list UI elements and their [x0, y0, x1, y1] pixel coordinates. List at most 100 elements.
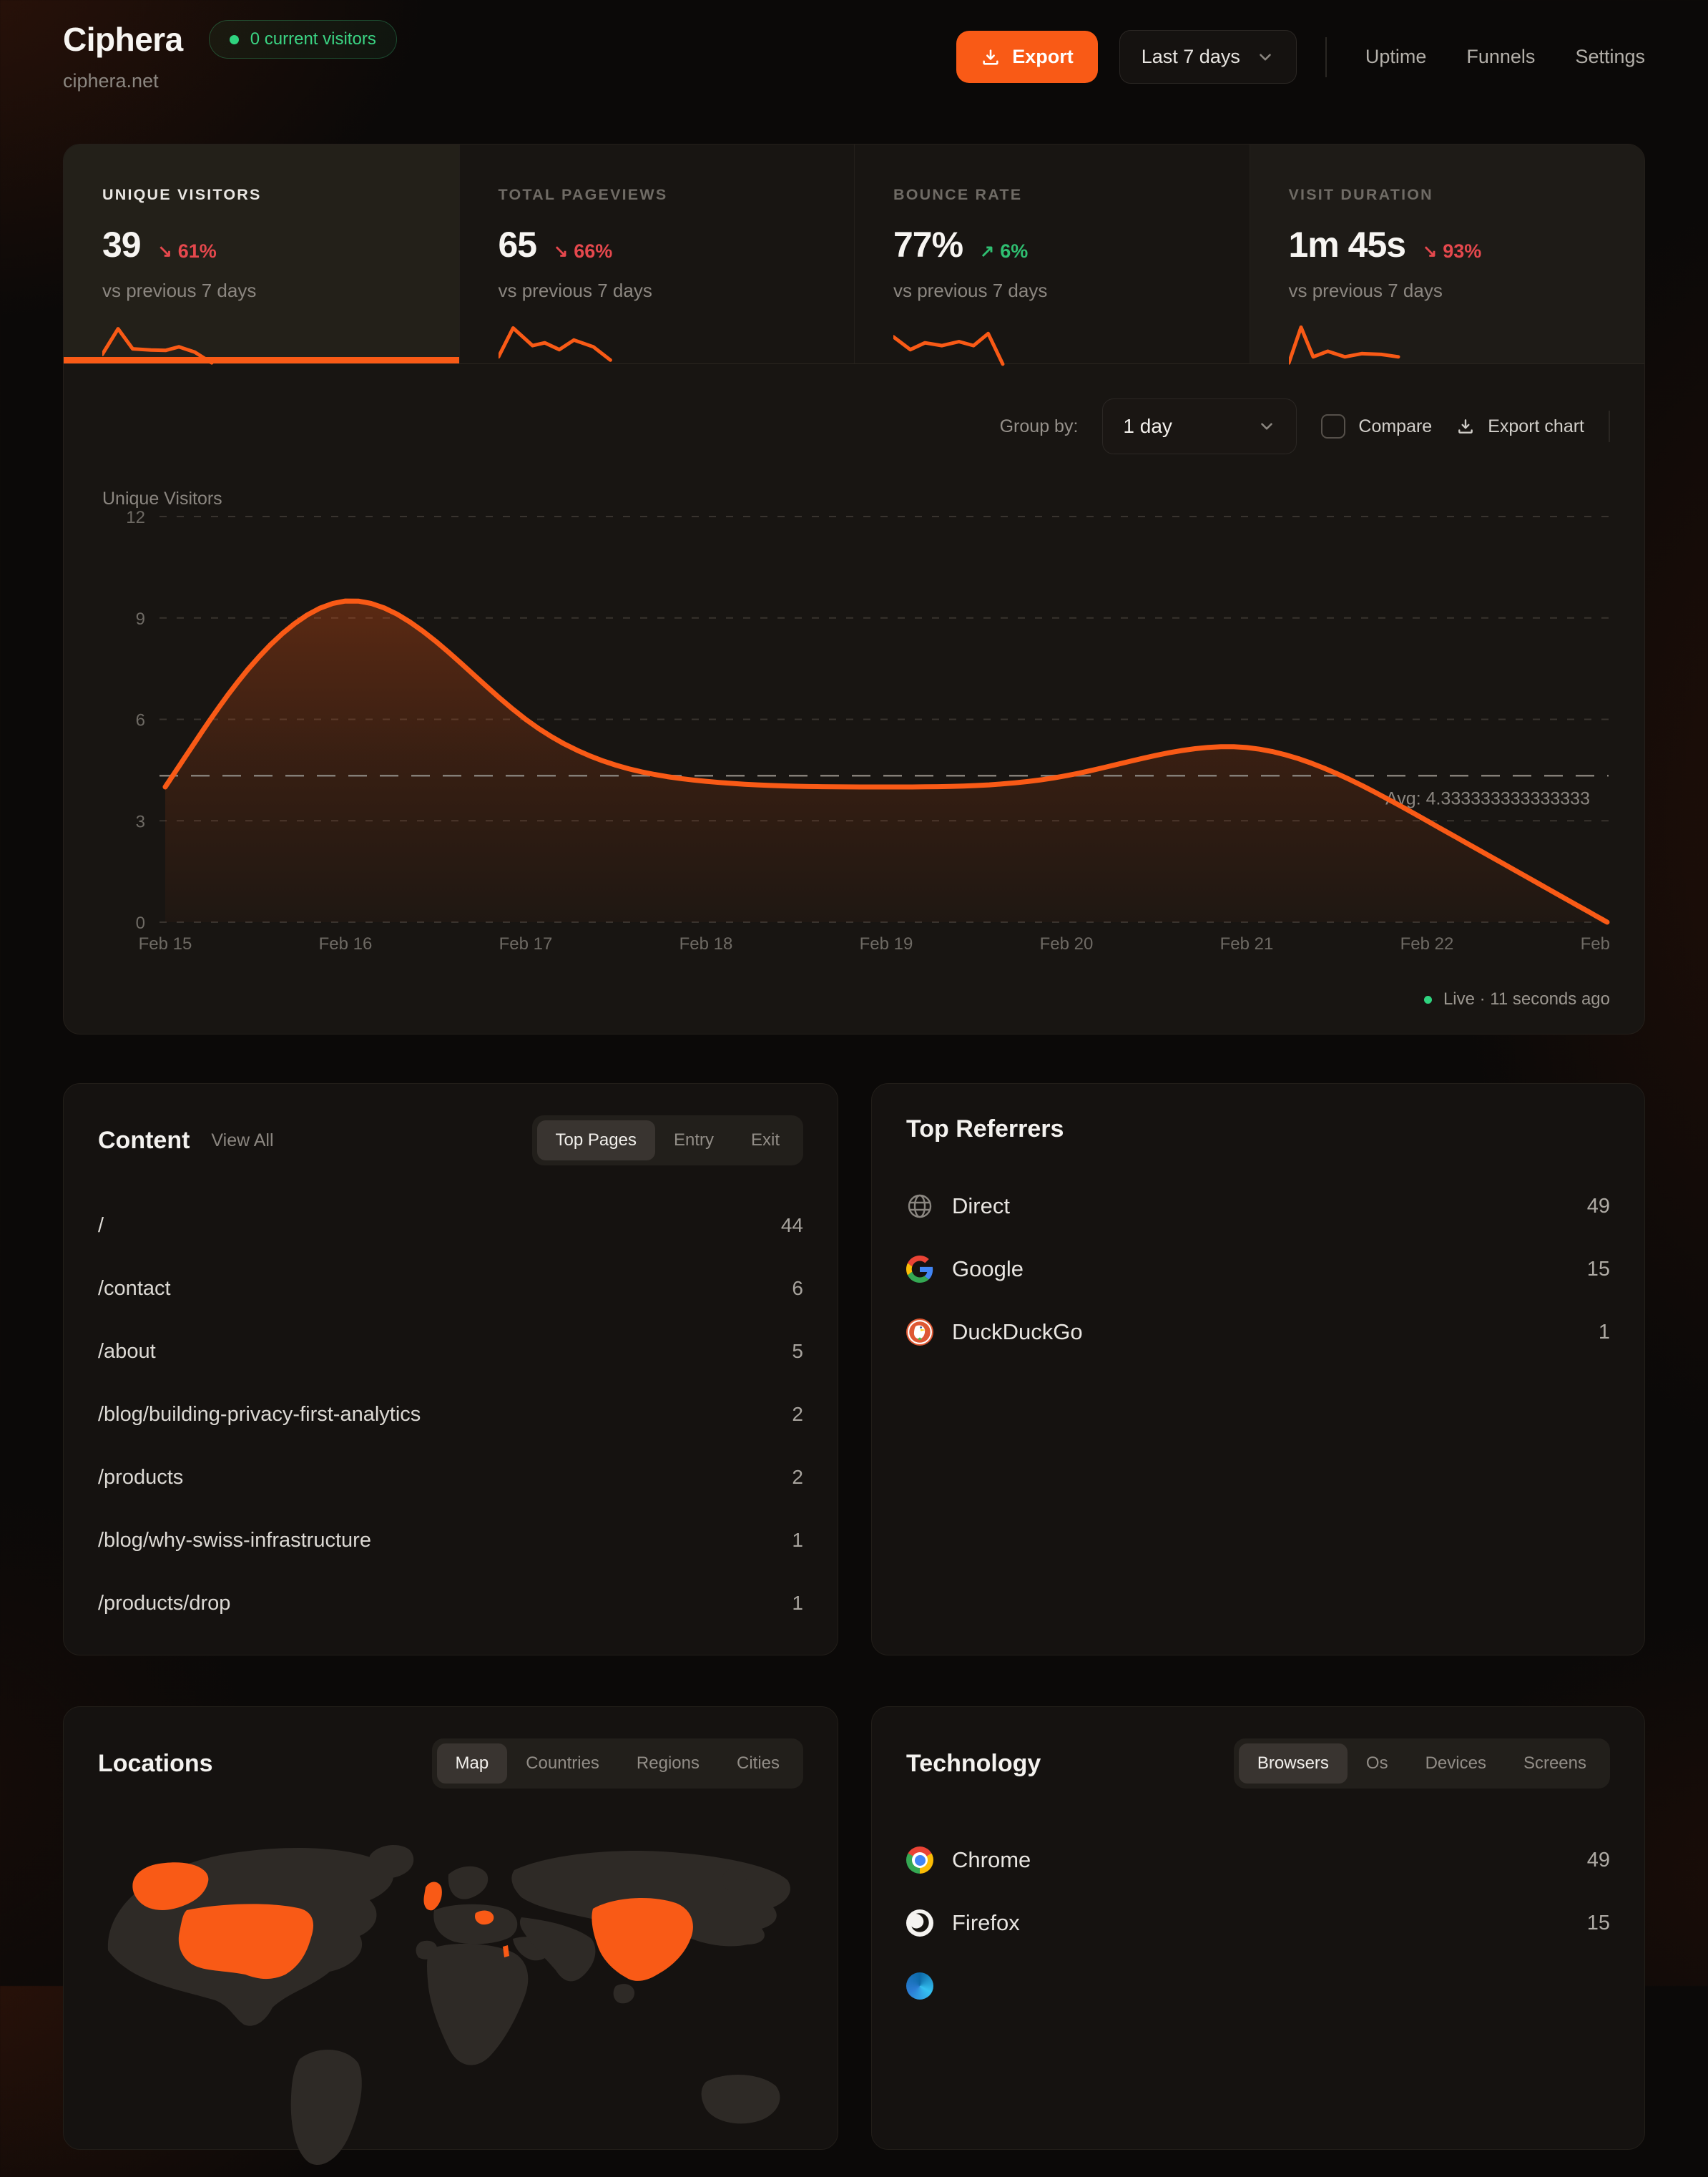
locations-tabs: Map Countries Regions Cities	[431, 1738, 803, 1789]
view-all-link[interactable]: View All	[211, 1130, 274, 1150]
table-row[interactable]: /products 2	[98, 1465, 803, 1489]
current-visitors-label: 0 current visitors	[250, 29, 376, 49]
svg-text:0: 0	[136, 914, 145, 933]
list-item[interactable]: Chrome 49	[906, 1829, 1610, 1892]
tab-entry[interactable]: Entry	[673, 1130, 714, 1150]
stat-compare-label: vs previous 7 days	[1288, 280, 1443, 301]
stat-delta: ↘ 66%	[554, 240, 613, 262]
table-row[interactable]: /about 5	[98, 1339, 803, 1363]
export-chart-button[interactable]: Export chart	[1456, 416, 1584, 437]
table-row[interactable]: /blog/why-swiss-infrastructure 1	[98, 1528, 803, 1552]
nav-uptime[interactable]: Uptime	[1365, 46, 1427, 67]
sparkline-chart	[102, 327, 214, 365]
content-panel: Content View All Top Pages Entry Exit /4…	[63, 1083, 838, 1655]
duckduckgo-icon	[906, 1319, 933, 1346]
chart-controls: Group by: 1 day Compare Export chart	[98, 398, 1610, 454]
list-item[interactable]: Direct 49	[906, 1175, 1610, 1238]
table-row[interactable]: /44	[98, 1213, 803, 1237]
main-nav: Uptime Funnels Settings	[1365, 46, 1645, 68]
tab-os[interactable]: Os	[1365, 1753, 1388, 1773]
content-title: Content	[98, 1126, 190, 1154]
stat-label: TOTAL PAGEVIEWS	[498, 186, 668, 203]
stat-card-bounce-rate[interactable]: BOUNCE RATE 77% ↗ 6% vs previous 7 days	[854, 145, 1250, 366]
tab-countries[interactable]: Countries	[526, 1753, 599, 1773]
svg-text:Feb 16: Feb 16	[319, 934, 373, 954]
table-row[interactable]: /contact 6	[98, 1276, 803, 1300]
export-button-label: Export	[1012, 46, 1074, 67]
svg-text:6: 6	[136, 711, 145, 730]
content-rows: /44 /contact 6 /about 5 /blog/building-pri…	[98, 1194, 803, 1635]
group-by-label: Group by:	[999, 416, 1079, 436]
stat-delta: ↗ 6%	[980, 240, 1029, 262]
nav-funnels[interactable]: Funnels	[1466, 46, 1536, 67]
stat-card-unique-visitors[interactable]: UNIQUE VISITORS 39 ↘ 61% vs previous 7 d…	[64, 145, 459, 365]
map-continents	[107, 1845, 790, 2166]
group-by-select[interactable]: 1 day	[1102, 398, 1297, 454]
tab-screens[interactable]: Screens	[1523, 1753, 1586, 1773]
stat-label: UNIQUE VISITORS	[102, 186, 262, 203]
technology-title: Technology	[906, 1749, 1041, 1777]
tab-regions[interactable]: Regions	[636, 1753, 700, 1773]
compare-checkbox[interactable]	[1321, 414, 1346, 439]
tab-top-pages[interactable]: Top Pages	[536, 1120, 655, 1160]
chart-section: Group by: 1 day Compare Export chart	[64, 398, 1644, 1034]
tab-exit[interactable]: Exit	[750, 1130, 780, 1150]
list-item[interactable]: Firefox 15	[906, 1892, 1610, 1955]
table-row[interactable]: /products/drop 1	[98, 1591, 803, 1615]
stat-compare-label: vs previous 7 days	[498, 280, 652, 301]
stat-card-total-pageviews[interactable]: TOTAL PAGEVIEWS 65 ↘ 66% vs previous 7 d…	[458, 145, 855, 363]
svg-text:Avg: 4.333333333333333: Avg: 4.333333333333333	[1385, 788, 1590, 808]
middle-row: Content View All Top Pages Entry Exit /4…	[63, 1083, 1645, 1655]
technology-panel: Technology Browsers Os Devices Screens C…	[871, 1706, 1645, 2150]
date-range-select[interactable]: Last 7 days	[1119, 30, 1297, 84]
header-divider	[1325, 36, 1327, 77]
sparkline-chart	[893, 331, 1005, 366]
chrome-icon	[906, 1846, 933, 1874]
list-item[interactable]: Google 15	[906, 1238, 1610, 1301]
globe-icon	[906, 1193, 933, 1220]
chevron-down-icon	[1256, 48, 1275, 67]
tab-cities[interactable]: Cities	[736, 1753, 780, 1773]
referrers-title: Top Referrers	[906, 1115, 1064, 1143]
svg-text:Feb 15: Feb 15	[139, 934, 192, 954]
stat-label: VISIT DURATION	[1288, 186, 1433, 203]
table-row[interactable]: /blog/building-privacy-first-analytics 2	[98, 1402, 803, 1426]
map-country-united-states	[178, 1904, 314, 1980]
list-item[interactable]: DuckDuckGo 1	[906, 1301, 1610, 1364]
svg-text:Feb 20: Feb 20	[1040, 934, 1094, 954]
map-highlighted-countries[interactable]	[132, 1862, 693, 1981]
svg-text:Feb 17: Feb 17	[499, 934, 553, 954]
stat-compare-label: vs previous 7 days	[893, 280, 1048, 301]
controls-divider	[1609, 411, 1610, 442]
content-tabs: Top Pages Entry Exit	[531, 1115, 803, 1165]
sparkline-chart	[1288, 325, 1400, 365]
sparkline-chart	[498, 326, 612, 362]
referrer-rows: Direct 49 Google 15 DuckDuckGo 1	[906, 1175, 1610, 1364]
nav-settings[interactable]: Settings	[1575, 46, 1645, 67]
site-name: Ciphera	[63, 21, 183, 58]
export-button[interactable]: Export	[956, 31, 1098, 83]
firefox-icon	[906, 1909, 933, 1937]
trend-down-icon: ↘	[554, 242, 569, 261]
svg-text:Feb 18: Feb 18	[679, 934, 733, 954]
compare-label: Compare	[1358, 416, 1433, 436]
current-visitors-badge[interactable]: 0 current visitors	[208, 20, 397, 59]
world-map[interactable]	[64, 1801, 838, 2177]
tab-browsers[interactable]: Browsers	[1238, 1743, 1348, 1784]
map-country-china	[592, 1898, 693, 1981]
compare-toggle[interactable]: Compare	[1321, 414, 1432, 439]
svg-text:9: 9	[136, 610, 145, 629]
stat-label: BOUNCE RATE	[893, 186, 1023, 203]
export-chart-label: Export chart	[1488, 416, 1584, 436]
download-icon	[981, 47, 1001, 67]
header: Ciphera 0 current visitors ciphera.net E…	[63, 0, 1645, 92]
stat-card-visit-duration[interactable]: VISIT DURATION 1m 45s ↘ 93% vs previous …	[1249, 145, 1644, 365]
google-icon	[906, 1256, 933, 1283]
trend-down-icon: ↘	[1423, 242, 1438, 261]
tab-map[interactable]: Map	[436, 1743, 508, 1784]
tab-devices[interactable]: Devices	[1425, 1753, 1486, 1773]
chevron-down-icon	[1257, 417, 1276, 436]
list-item-partial[interactable]	[906, 1955, 1610, 2017]
